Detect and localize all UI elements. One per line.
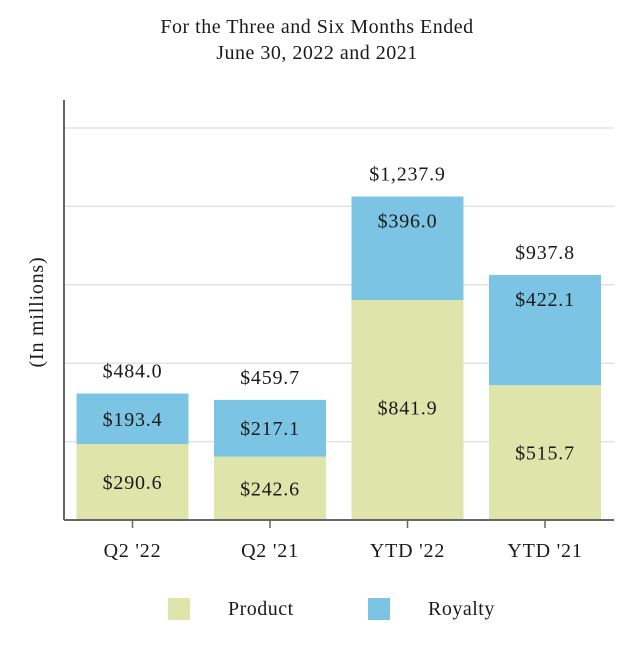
legend-label-royalty: Royalty: [428, 597, 495, 620]
bar-royalty-0: [76, 393, 189, 445]
bar-product-1: [214, 456, 326, 520]
data-label-total-3: $937.8: [515, 242, 575, 264]
chart-subtitle: June 30, 2022 and 2021: [216, 42, 418, 64]
data-label-product-2: $841.9: [378, 397, 438, 419]
legend-swatch-product: [168, 598, 190, 620]
legend-label-product: Product: [228, 597, 294, 620]
x-tick-label-3: YTD '21: [507, 540, 582, 562]
data-label-royalty-0: $193.4: [103, 409, 163, 431]
bar-royalty-3: [489, 274, 601, 386]
x-tick-label-2: YTD '22: [370, 540, 445, 562]
data-label-total-1: $459.7: [240, 367, 300, 389]
legend-swatch-royalty: [368, 598, 390, 620]
x-tick-label-1: Q2 '21: [241, 540, 299, 562]
chart-title: For the Three and Six Months Ended: [160, 16, 474, 38]
data-label-total-0: $484.0: [103, 361, 163, 383]
bar-product-0: [76, 444, 189, 520]
data-label-royalty-3: $422.1: [515, 289, 575, 311]
bar-royalty-1: [214, 399, 326, 457]
y-axis-label: (In millions): [26, 257, 48, 368]
data-label-product-3: $515.7: [515, 443, 575, 465]
legend-product: Product: [168, 596, 294, 622]
x-tick-label-0: Q2 '22: [104, 540, 162, 562]
data-label-total-2: $1,237.9: [369, 163, 445, 185]
bar-royalty-2: [351, 196, 464, 300]
data-label-product-1: $242.6: [240, 478, 300, 500]
data-label-royalty-2: $396.0: [378, 210, 438, 232]
bar-product-3: [489, 385, 601, 520]
data-label-product-0: $290.6: [103, 472, 163, 494]
bar-product-2: [351, 299, 464, 520]
legend-royalty: Royalty: [368, 596, 495, 622]
data-label-royalty-1: $217.1: [240, 418, 300, 440]
